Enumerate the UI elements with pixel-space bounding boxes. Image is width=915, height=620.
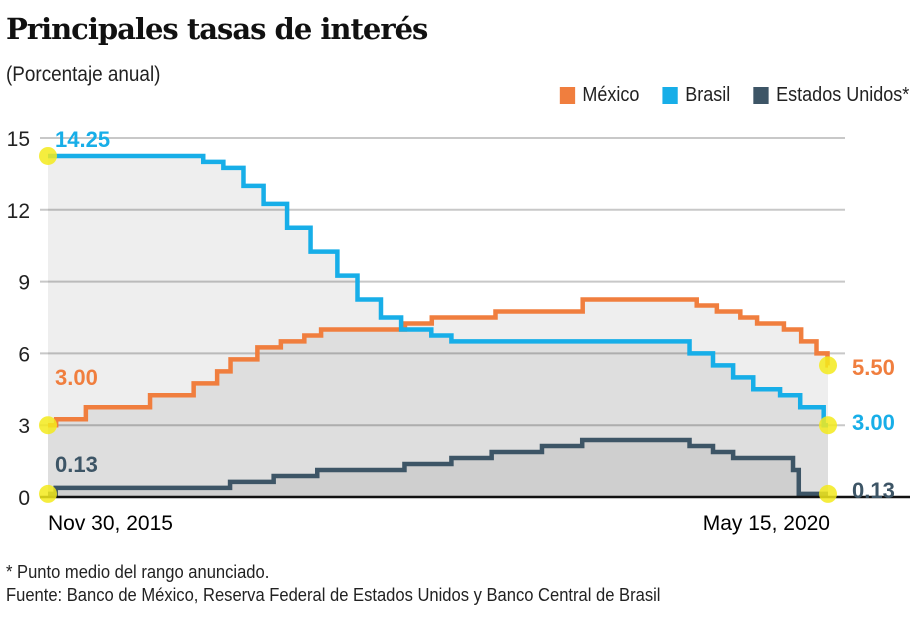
x-tick-label-start: Nov 30, 2015 [48,512,173,535]
legend-swatch-estados-unidos [753,87,769,104]
y-tick-label: 3 [18,415,30,438]
highlight-dot-brasil-start [39,146,57,165]
y-tick-label: 0 [18,487,30,510]
legend-item-mexico: México [559,84,640,107]
area-fill-brasil [48,155,828,497]
y-tick-label: 15 [7,128,30,151]
y-tick-label: 6 [18,343,30,366]
end-value-label-brasil: 3.00 [852,410,895,435]
legend-label: Estados Unidos* [775,84,909,106]
start-value-label-estados-unidos: 0.13 [55,452,98,477]
highlight-dot-mexico-start [39,416,57,435]
chart-title: Principales tasas de interés [6,12,428,46]
legend: México Brasil Estados Unidos* [559,84,909,107]
legend-label: México [582,84,640,106]
area-fill-mexico [48,299,828,497]
legend-item-estados-unidos: Estados Unidos* [753,84,909,107]
footnote: * Punto medio del rango anunciado. [6,562,270,582]
chart-subtitle: (Porcentaje anual) [6,63,161,86]
highlight-dot-brasil-end [819,416,837,435]
series-line-estados-unidos [48,437,828,497]
highlight-dot-estados-unidos-end [819,484,837,503]
legend-item-brasil: Brasil [662,84,730,107]
highlight-dot-estados-unidos-start [39,484,57,503]
legend-label: Brasil [684,84,731,106]
end-value-label-mexico: 5.50 [852,355,895,380]
legend-swatch-brasil [662,87,678,104]
start-value-label-brasil: 14.25 [55,127,110,152]
x-tick-label-end: May 15, 2020 [703,512,830,535]
series-line-mexico [48,297,830,428]
start-value-label-mexico: 3.00 [55,365,98,390]
source-note: Fuente: Banco de México, Reserva Federal… [6,585,661,605]
y-tick-label: 9 [18,272,30,295]
y-tick-label: 12 [7,200,30,223]
legend-swatch-mexico [559,87,575,104]
end-value-label-estados-unidos: 0.13 [852,478,895,503]
series-line-brasil [48,153,828,428]
highlight-dot-mexico-end [819,356,837,375]
